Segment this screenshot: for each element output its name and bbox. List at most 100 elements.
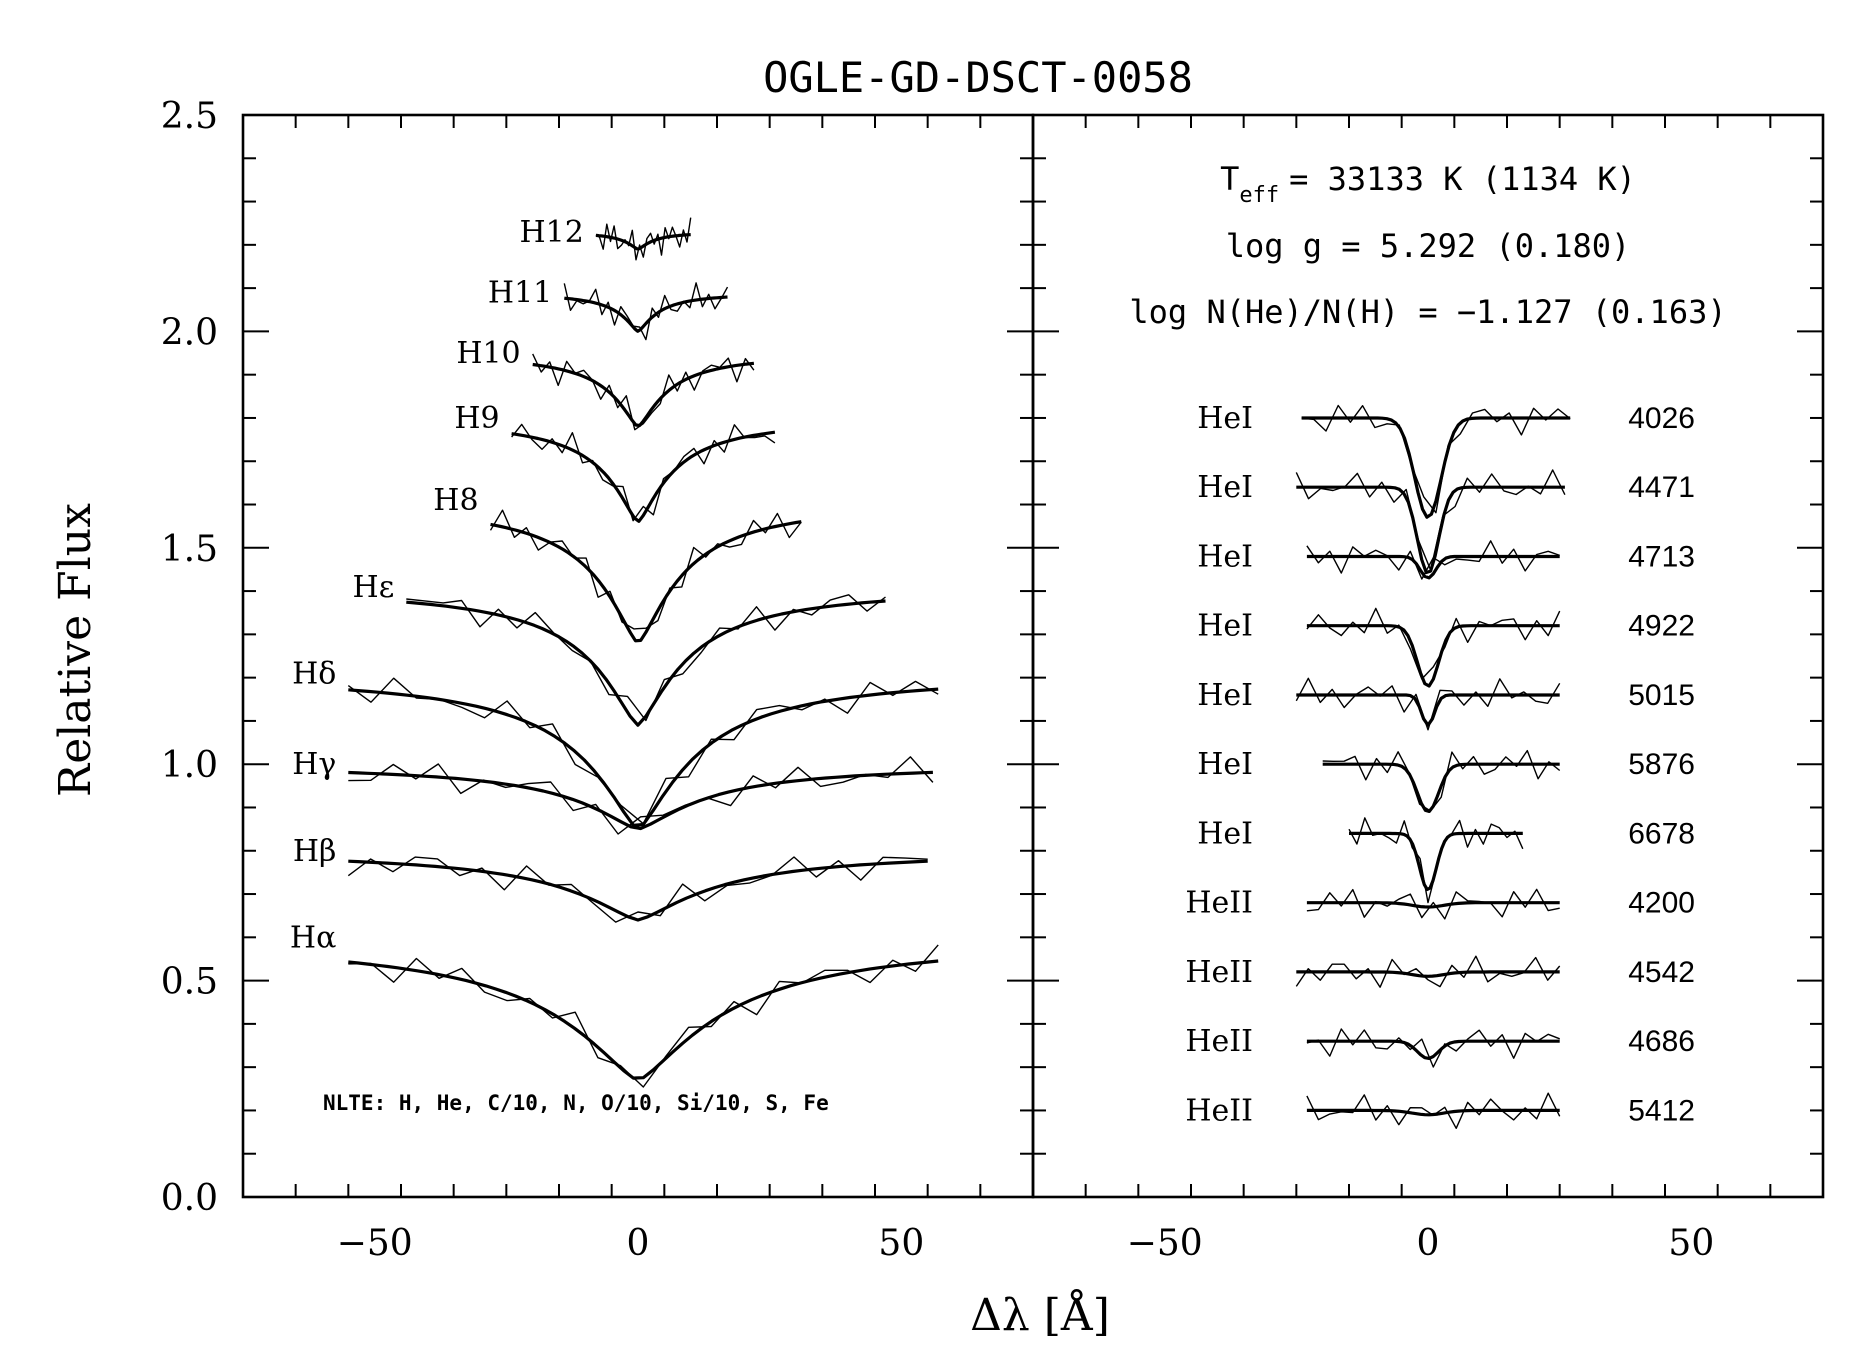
x-axis-label: Δλ [Å] [970,1288,1110,1341]
balmer-line-profiles: H12 H11 H10 H9 H8 Hε Hδ Hγ Hβ Hα [290,215,939,1088]
helium-wavelength-label: 5412 [1628,1094,1695,1127]
balmer-line-label: Hα [290,920,336,955]
y-tick-label: 1.0 [161,745,218,786]
observed-profile [348,756,934,835]
observed-profile [1306,607,1561,680]
y-tick-label: 1.5 [161,529,218,570]
y-tick-label: 2.5 [161,96,218,137]
balmer-panel: −50 0 50 H12 H11 H10 H9 H8 Hε Hδ Hγ Hβ Hα NLTE: H, … [241,113,1035,1264]
balmer-line-label: Hβ [293,834,337,869]
helium-ion-label: HeII [1185,955,1253,990]
balmer-line-label: Hγ [292,747,336,782]
x-tick-label: 50 [878,1223,924,1264]
observed-profile [563,282,729,341]
balmer-line-label: H8 [433,483,478,518]
observed-profile [1348,817,1524,904]
model-profile [348,859,928,922]
balmer-line-label: H11 [488,275,552,310]
balmer-panel-frame [241,113,1035,1199]
observed-profile [347,677,939,825]
balmer-line-label: H9 [454,401,499,436]
helium-wavelength-label: 4200 [1628,887,1695,920]
helium-wavelength-label: 5876 [1628,748,1695,781]
helium-line-profiles: HeI 4026 HeI 4471 HeI 4713 HeI 4922 HeI 5015 HeI 58… [1185,401,1695,1129]
balmer-line-label: Hε [353,570,395,605]
y-tick-label: 0.0 [161,1178,218,1219]
helium-wavelength-label: 4922 [1628,610,1695,643]
helium-wavelength-label: 4542 [1628,956,1695,989]
helium-wavelength-label: 4471 [1628,471,1695,504]
helium-ion-label: HeII [1185,886,1253,921]
x-tick-label: 0 [1417,1223,1440,1264]
observed-profile [1306,1028,1560,1068]
nlte-composition-note: NLTE: H, He, C/10, N, O/10, Si/10, S, Fe [323,1091,829,1115]
observed-profile [1295,677,1561,731]
helium-panel: −50 0 50 HeI 4026 HeI 4471 HeI 4713 HeI 4922 HeI 50… [1031,113,1825,1264]
helium-ion-label: HeI [1197,539,1253,574]
y-tick-label: 2.0 [161,312,218,353]
logg-parameter: log g = 5.292 (0.180) [1226,227,1631,265]
helium-panel-frame [1031,113,1825,1199]
teff-parameter: Teff = 33133 K (1134 K) [1220,160,1636,208]
helium-ion-label: HeI [1197,470,1253,505]
helium-wavelength-label: 4713 [1628,540,1695,573]
helium-ion-label: HeI [1197,816,1253,851]
observed-profile [1306,540,1560,580]
balmer-line-label: Hδ [292,656,336,691]
observed-profile [1295,469,1566,571]
model-profile [1306,1039,1560,1060]
model-profile [348,687,939,827]
helium-panel-ticks [1032,114,1824,1198]
observed-profile [1306,888,1560,920]
model-profile [406,599,886,727]
observed-profile [532,353,755,431]
observed-profile [406,594,886,722]
model-profile [348,959,939,1080]
observed-profile [1306,1092,1561,1129]
helium-ion-label: HeI [1197,609,1253,644]
helium-wavelength-label: 4686 [1628,1025,1695,1058]
x-tick-label: 50 [1668,1223,1714,1264]
helium-ion-label: HeI [1197,401,1253,436]
model-profile [564,295,728,333]
observed-profile [347,856,928,923]
observed-profile [1295,955,1561,988]
balmer-panel-ticks [242,114,1034,1198]
y-tick-label: 0.5 [161,962,218,1003]
chart-title: OGLE-GD-DSCT-0058 [763,53,1193,102]
balmer-line-label: H10 [456,336,520,371]
x-tick-label: −50 [337,1223,413,1264]
model-profile [1349,831,1523,892]
helium-ion-label: HeII [1185,1093,1253,1128]
model-profile [1306,901,1560,909]
model-profile [1322,762,1560,813]
helium-ion-label: HeI [1197,678,1253,713]
helium-abundance-parameter: log N(He)/N(H) = −1.127 (0.163) [1129,293,1726,331]
model-profile [532,361,755,428]
observed-profile [489,509,802,630]
model-profile [511,430,776,523]
x-tick-label: −50 [1127,1223,1203,1264]
observed-profile [511,423,776,522]
helium-wavelength-label: 5015 [1628,679,1695,712]
x-tick-label: 0 [627,1223,650,1264]
helium-ion-label: HeII [1185,1024,1253,1059]
observed-profile [595,217,692,261]
model-profile [1296,693,1560,727]
helium-ion-label: HeI [1197,747,1253,782]
helium-wavelength-label: 6678 [1628,817,1695,850]
helium-x-tick-labels: −50 0 50 [1127,1223,1715,1264]
model-profile [1296,970,1560,978]
observed-profile [1322,749,1561,812]
helium-wavelength-label: 4026 [1628,402,1695,435]
y-tick-labels: 0.0 0.5 1.0 1.5 2.0 2.5 [161,96,218,1219]
model-profile [490,520,802,643]
model-profile [348,770,933,831]
model-profile [1296,485,1565,575]
y-axis-label: Relative Flux [50,503,101,797]
observed-profile [1301,404,1571,514]
observed-profile [348,944,939,1088]
balmer-line-label: H12 [520,215,584,250]
model-profile [1301,416,1571,519]
